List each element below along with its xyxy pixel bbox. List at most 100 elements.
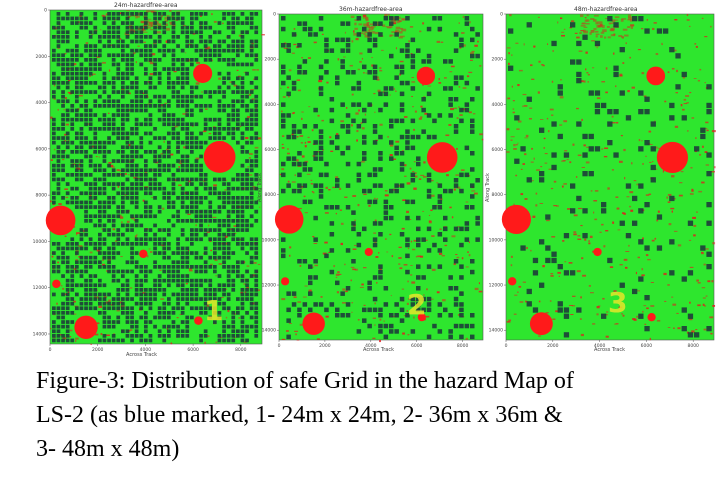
safe-grid-cell bbox=[240, 186, 245, 191]
safe-grid-cell bbox=[130, 255, 134, 260]
safe-grid-cell bbox=[134, 12, 139, 16]
safe-grid-cell bbox=[245, 30, 249, 35]
safe-grid-cell bbox=[176, 44, 180, 48]
safe-grid-cell bbox=[70, 21, 75, 25]
safe-grid-cell bbox=[453, 226, 459, 232]
safe-grid-cell bbox=[153, 39, 157, 44]
safe-grid-cell bbox=[194, 140, 199, 145]
safe-grid-cell bbox=[88, 292, 93, 297]
safe-grid-cell bbox=[203, 228, 208, 232]
safe-grid-cell bbox=[372, 307, 378, 313]
safe-grid-cell bbox=[56, 246, 61, 251]
panel-36m: 36m-hazardfree-area 0 2000 4000 6000 8000 100… bbox=[257, 6, 497, 358]
safe-grid-cell bbox=[190, 205, 194, 209]
safe-grid-cell bbox=[167, 232, 171, 237]
safe-grid-cell bbox=[203, 53, 208, 58]
safe-grid-cell bbox=[65, 71, 70, 76]
safe-grid-cell bbox=[582, 233, 588, 239]
safe-grid-cell bbox=[464, 172, 470, 178]
safe-grid-cell bbox=[470, 167, 475, 172]
safe-grid-cell bbox=[313, 107, 318, 113]
hazard-crater bbox=[274, 205, 304, 234]
safe-grid-cell bbox=[570, 183, 576, 189]
safe-grid-cell bbox=[551, 121, 557, 127]
safe-grid-cell bbox=[102, 292, 107, 297]
safe-grid-cell bbox=[706, 152, 712, 158]
safe-grid-cell bbox=[171, 163, 176, 168]
safe-grid-cell bbox=[61, 324, 65, 329]
safe-grid-cell bbox=[75, 21, 79, 25]
safe-grid-cell bbox=[236, 173, 240, 177]
safe-grid-cell bbox=[410, 53, 416, 59]
safe-grid-cell bbox=[464, 16, 470, 21]
safe-grid-cell bbox=[545, 245, 551, 251]
safe-grid-cell bbox=[98, 177, 102, 182]
safe-grid-cell bbox=[222, 223, 226, 228]
safe-grid-cell bbox=[286, 91, 291, 97]
safe-grid-cell bbox=[213, 191, 217, 196]
safe-grid-cell bbox=[171, 173, 176, 177]
safe-grid-cell bbox=[601, 102, 607, 109]
safe-grid-cell bbox=[121, 117, 125, 122]
safe-grid-cell bbox=[93, 104, 98, 108]
safe-grid-cell bbox=[194, 168, 199, 173]
safe-grid-cell bbox=[378, 221, 383, 226]
safe-grid-cell bbox=[144, 71, 148, 76]
safe-grid-cell bbox=[157, 25, 162, 30]
safe-grid-cell bbox=[410, 145, 416, 151]
safe-grid-cell bbox=[180, 200, 185, 205]
safe-grid-cell bbox=[162, 168, 167, 173]
safe-grid-cell bbox=[144, 131, 148, 136]
safe-grid-cell bbox=[88, 53, 93, 58]
safe-grid-cell bbox=[107, 39, 111, 44]
safe-grid-cell bbox=[687, 270, 694, 276]
safe-grid-cell bbox=[61, 140, 65, 145]
safe-grid-cell bbox=[79, 117, 84, 122]
safe-grid-cell bbox=[217, 30, 222, 35]
safe-grid-cell bbox=[345, 129, 351, 134]
safe-grid-cell bbox=[416, 48, 421, 53]
safe-grid-cell bbox=[367, 199, 372, 205]
safe-grid-cell bbox=[249, 16, 254, 21]
safe-grid-cell bbox=[107, 214, 111, 219]
safe-grid-cell bbox=[65, 324, 70, 329]
safe-grid-cell bbox=[75, 44, 79, 48]
safe-grid-cell bbox=[176, 214, 180, 219]
safe-grid-cell bbox=[134, 25, 139, 30]
safe-grid-cell bbox=[324, 43, 329, 48]
hazard-crater bbox=[501, 204, 531, 234]
safe-grid-cell bbox=[399, 161, 405, 167]
safe-grid-cell bbox=[134, 260, 139, 265]
safe-grid-cell bbox=[203, 186, 208, 191]
panel-number: 3 bbox=[608, 286, 627, 319]
safe-grid-cell bbox=[240, 246, 245, 251]
safe-grid-cell bbox=[102, 251, 107, 255]
safe-grid-cell bbox=[144, 16, 148, 21]
safe-grid-cell bbox=[139, 283, 144, 288]
safe-grid-cell bbox=[75, 163, 79, 168]
safe-grid-cell bbox=[362, 156, 367, 161]
safe-grid-cell bbox=[88, 205, 93, 209]
safe-grid-cell bbox=[180, 274, 185, 278]
safe-grid-cell bbox=[245, 297, 249, 301]
safe-grid-cell bbox=[52, 324, 56, 329]
safe-grid-cell bbox=[389, 16, 394, 21]
safe-grid-cell bbox=[302, 259, 308, 264]
safe-grid-cell bbox=[437, 313, 443, 318]
safe-grid-cell bbox=[194, 159, 199, 163]
safe-grid-cell bbox=[111, 297, 116, 301]
safe-grid-cell bbox=[399, 70, 405, 75]
safe-grid-cell bbox=[93, 44, 98, 48]
safe-grid-cell bbox=[213, 306, 217, 311]
safe-grid-cell bbox=[157, 163, 162, 168]
safe-grid-cell bbox=[459, 323, 464, 329]
safe-grid-cell bbox=[180, 334, 185, 338]
safe-grid-cell bbox=[52, 53, 56, 58]
safe-grid-cell bbox=[231, 334, 236, 338]
safe-grid-cell bbox=[286, 334, 291, 340]
hazard-crater bbox=[656, 141, 688, 174]
safe-grid-cell bbox=[399, 151, 405, 156]
safe-grid-cell bbox=[102, 30, 107, 35]
safe-grid-cell bbox=[162, 246, 167, 251]
safe-grid-cell bbox=[240, 48, 245, 53]
